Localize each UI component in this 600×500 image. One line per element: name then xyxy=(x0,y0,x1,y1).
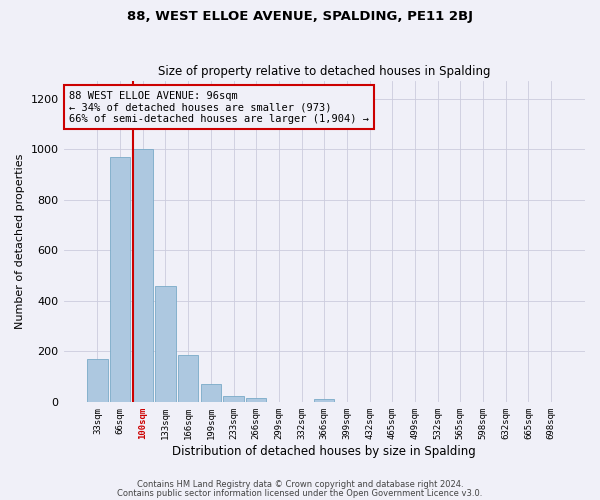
Bar xyxy=(223,396,244,402)
Bar xyxy=(246,398,266,402)
Y-axis label: Number of detached properties: Number of detached properties xyxy=(15,154,25,329)
X-axis label: Distribution of detached houses by size in Spalding: Distribution of detached houses by size … xyxy=(172,444,476,458)
Title: Size of property relative to detached houses in Spalding: Size of property relative to detached ho… xyxy=(158,66,491,78)
Bar xyxy=(87,359,107,402)
Bar xyxy=(110,157,130,402)
Text: Contains HM Land Registry data © Crown copyright and database right 2024.: Contains HM Land Registry data © Crown c… xyxy=(137,480,463,489)
Bar xyxy=(133,150,153,402)
Bar xyxy=(314,400,334,402)
Text: 88, WEST ELLOE AVENUE, SPALDING, PE11 2BJ: 88, WEST ELLOE AVENUE, SPALDING, PE11 2B… xyxy=(127,10,473,23)
Bar xyxy=(178,355,199,402)
Bar xyxy=(155,286,176,402)
Text: 88 WEST ELLOE AVENUE: 96sqm
← 34% of detached houses are smaller (973)
66% of se: 88 WEST ELLOE AVENUE: 96sqm ← 34% of det… xyxy=(69,90,369,124)
Bar xyxy=(200,384,221,402)
Text: Contains public sector information licensed under the Open Government Licence v3: Contains public sector information licen… xyxy=(118,488,482,498)
